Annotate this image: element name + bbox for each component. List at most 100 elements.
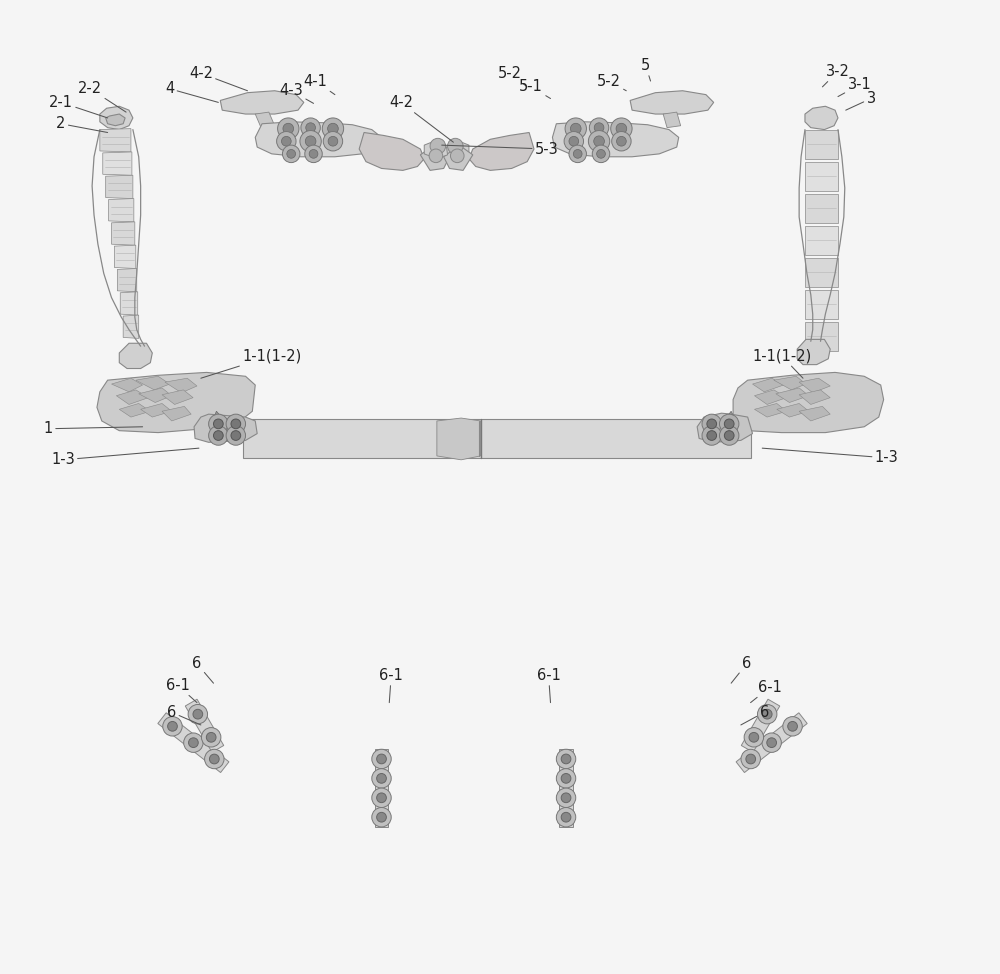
Text: 2: 2 [56,116,108,132]
Circle shape [282,145,300,163]
Polygon shape [733,372,884,432]
Polygon shape [805,106,838,130]
Polygon shape [469,132,534,170]
Circle shape [588,131,610,152]
Polygon shape [158,713,229,772]
Polygon shape [774,376,806,390]
Polygon shape [375,749,388,827]
Circle shape [589,118,609,137]
Text: 1-1(1-2): 1-1(1-2) [752,349,811,378]
Circle shape [226,414,246,433]
Circle shape [231,431,241,440]
Circle shape [573,149,582,158]
Text: 2-1: 2-1 [49,94,108,118]
Circle shape [429,149,443,163]
Circle shape [556,749,576,768]
Polygon shape [437,418,481,460]
Polygon shape [799,406,830,421]
Circle shape [372,807,391,827]
Circle shape [201,728,221,747]
Polygon shape [805,258,838,287]
Polygon shape [162,406,191,421]
Text: 6-1: 6-1 [166,678,197,702]
Circle shape [189,738,198,747]
Polygon shape [97,372,255,432]
Text: 1-3: 1-3 [51,448,199,468]
Polygon shape [243,419,751,458]
Polygon shape [736,713,807,772]
Circle shape [205,749,224,768]
Circle shape [188,704,208,724]
Polygon shape [194,414,257,442]
Circle shape [450,149,464,163]
Polygon shape [630,91,714,114]
Polygon shape [797,339,830,364]
Polygon shape [116,390,148,404]
Circle shape [556,788,576,807]
Polygon shape [211,411,223,426]
Polygon shape [805,194,838,223]
Polygon shape [805,290,838,318]
Polygon shape [805,226,838,255]
Text: 6-1: 6-1 [537,668,560,702]
Polygon shape [112,378,143,392]
Text: 4-2: 4-2 [389,94,453,142]
Polygon shape [117,269,137,292]
Circle shape [569,136,579,146]
Circle shape [277,131,296,151]
Text: 3-1: 3-1 [838,77,871,96]
Circle shape [707,419,717,429]
Circle shape [757,704,777,724]
Text: 5: 5 [641,58,651,81]
Circle shape [213,431,223,440]
Polygon shape [255,122,382,157]
Circle shape [762,733,781,752]
Circle shape [746,754,756,764]
Polygon shape [444,145,473,170]
Polygon shape [805,130,838,159]
Polygon shape [741,699,780,752]
Polygon shape [663,112,681,128]
Circle shape [719,426,739,445]
Polygon shape [185,699,224,752]
Circle shape [762,709,772,719]
Text: 5-1: 5-1 [519,79,551,98]
Circle shape [163,717,182,736]
Circle shape [556,807,576,827]
Circle shape [565,118,586,139]
Circle shape [328,124,338,134]
Circle shape [561,793,571,803]
Polygon shape [754,403,787,417]
Circle shape [783,717,802,736]
Polygon shape [776,388,809,402]
Circle shape [556,768,576,788]
Circle shape [322,118,344,139]
Polygon shape [136,376,170,390]
Circle shape [788,722,797,731]
Text: 1-1(1-2): 1-1(1-2) [201,349,301,378]
Text: 6: 6 [167,705,201,725]
Circle shape [193,709,203,719]
Circle shape [611,118,632,139]
Circle shape [612,131,631,151]
Circle shape [184,733,203,752]
Circle shape [719,414,739,433]
Polygon shape [112,222,135,245]
Circle shape [377,812,386,822]
Polygon shape [805,162,838,191]
Circle shape [372,749,391,768]
Text: 5-3: 5-3 [442,141,558,157]
Circle shape [278,118,299,139]
Polygon shape [424,141,448,159]
Text: 6-1: 6-1 [751,680,782,702]
Circle shape [305,136,316,146]
Polygon shape [552,122,679,157]
Polygon shape [725,411,738,426]
Circle shape [213,419,223,429]
Circle shape [377,773,386,783]
Polygon shape [420,145,449,170]
Circle shape [561,773,571,783]
Polygon shape [799,390,830,404]
Circle shape [561,812,571,822]
Circle shape [377,793,386,803]
